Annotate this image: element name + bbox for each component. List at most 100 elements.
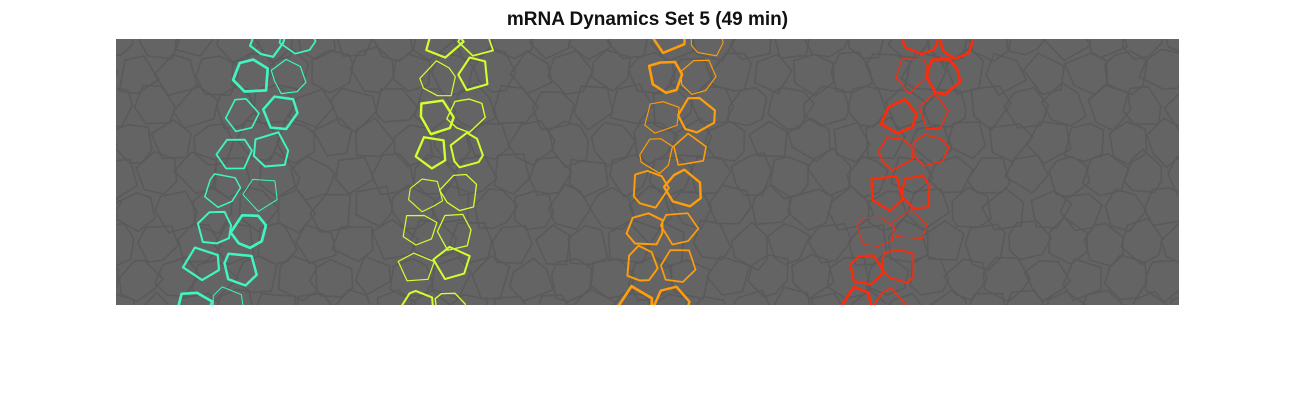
background-cell xyxy=(216,39,260,63)
background-cell xyxy=(294,223,338,265)
highlighted-cell xyxy=(212,286,244,305)
highlighted-cell xyxy=(662,168,702,208)
background-cell xyxy=(830,51,873,94)
background-cell xyxy=(1089,39,1128,59)
background-cell xyxy=(390,184,436,230)
background-cell xyxy=(238,187,280,233)
background-cell xyxy=(865,254,910,296)
background-cell xyxy=(846,155,889,199)
background-cell xyxy=(929,288,968,305)
background-cell xyxy=(769,155,809,200)
background-cell xyxy=(195,55,240,96)
background-cell xyxy=(550,257,593,303)
background-cell xyxy=(491,224,533,265)
background-cell xyxy=(588,186,636,231)
background-cell xyxy=(703,120,746,162)
background-cell xyxy=(1132,290,1168,305)
stripe-yellow-green-cells xyxy=(397,39,494,305)
background-cell xyxy=(528,156,573,196)
background-cell xyxy=(392,53,432,93)
background-cell xyxy=(747,254,789,298)
highlighted-cell xyxy=(449,131,484,169)
background-cell xyxy=(590,121,637,167)
background-cell xyxy=(867,190,908,232)
highlighted-cell xyxy=(659,212,700,246)
background-cell xyxy=(850,288,887,305)
background-cell xyxy=(431,256,472,300)
background-cell xyxy=(970,84,1012,132)
background-cell xyxy=(116,158,139,200)
background-cell xyxy=(806,147,852,197)
background-cell xyxy=(116,39,134,57)
background-cell xyxy=(652,83,694,132)
background-cell xyxy=(747,120,788,158)
background-cell xyxy=(885,85,927,131)
background-cell xyxy=(689,156,732,195)
background-cell xyxy=(730,221,769,272)
highlighted-cell xyxy=(457,39,494,57)
background-cell xyxy=(668,259,711,300)
background-cell xyxy=(673,117,713,158)
background-cell xyxy=(1138,48,1179,90)
highlighted-cell xyxy=(414,136,447,170)
highlighted-cell xyxy=(229,213,268,250)
background-cell xyxy=(1008,219,1053,261)
background-cell xyxy=(116,197,123,212)
highlighted-cell xyxy=(204,173,242,209)
background-cell xyxy=(1003,86,1050,129)
stripe-orange-cells xyxy=(617,39,724,305)
background-cell xyxy=(448,82,497,131)
background-cell xyxy=(1143,187,1179,227)
highlighted-cell xyxy=(877,136,913,172)
background-cell xyxy=(116,267,120,288)
background-cell xyxy=(946,121,986,160)
background-cell xyxy=(1104,188,1148,233)
background-cell xyxy=(1043,39,1092,62)
background-cell xyxy=(567,225,609,266)
background-cell xyxy=(766,222,812,266)
highlighted-cell xyxy=(924,57,962,96)
background-cell xyxy=(1087,84,1132,132)
background-cell xyxy=(786,188,834,232)
background-cell xyxy=(288,88,335,129)
background-cell xyxy=(969,292,1006,305)
background-cell xyxy=(216,288,253,305)
highlighted-cell xyxy=(261,95,299,131)
highlighted-cell xyxy=(918,93,949,130)
background-cell xyxy=(1144,259,1179,304)
background-cell xyxy=(448,293,488,305)
background-cell xyxy=(864,53,912,92)
background-cell xyxy=(927,155,975,194)
background-cell xyxy=(177,223,223,264)
background-cell xyxy=(153,53,199,97)
highlighted-cell xyxy=(278,39,317,55)
highlighted-cell xyxy=(252,131,290,168)
highlighted-cell xyxy=(215,138,253,170)
background-cell xyxy=(922,89,967,128)
highlighted-cell xyxy=(177,291,214,305)
background-cell xyxy=(645,221,685,270)
background-cell xyxy=(193,123,235,166)
background-cell xyxy=(607,220,652,264)
background-cell xyxy=(493,295,527,305)
background-cell xyxy=(355,117,395,158)
highlighted-cell xyxy=(196,210,233,245)
background-cell xyxy=(707,184,753,225)
background-cell xyxy=(692,39,736,62)
background-cell xyxy=(966,156,1011,194)
background-cell xyxy=(668,57,713,102)
background-cell xyxy=(833,121,871,164)
highlighted-cell xyxy=(231,58,270,93)
background-cell xyxy=(409,219,458,261)
background-cell xyxy=(154,190,198,234)
background-cell xyxy=(215,85,256,130)
background-cell xyxy=(648,156,694,198)
background-cell xyxy=(1083,222,1124,267)
background-cell xyxy=(116,123,153,165)
background-cell xyxy=(694,295,727,305)
background-cell xyxy=(1165,39,1179,52)
background-cell xyxy=(375,87,420,123)
background-cell xyxy=(393,124,434,168)
background-cell xyxy=(312,116,353,157)
background-cell xyxy=(727,86,768,127)
